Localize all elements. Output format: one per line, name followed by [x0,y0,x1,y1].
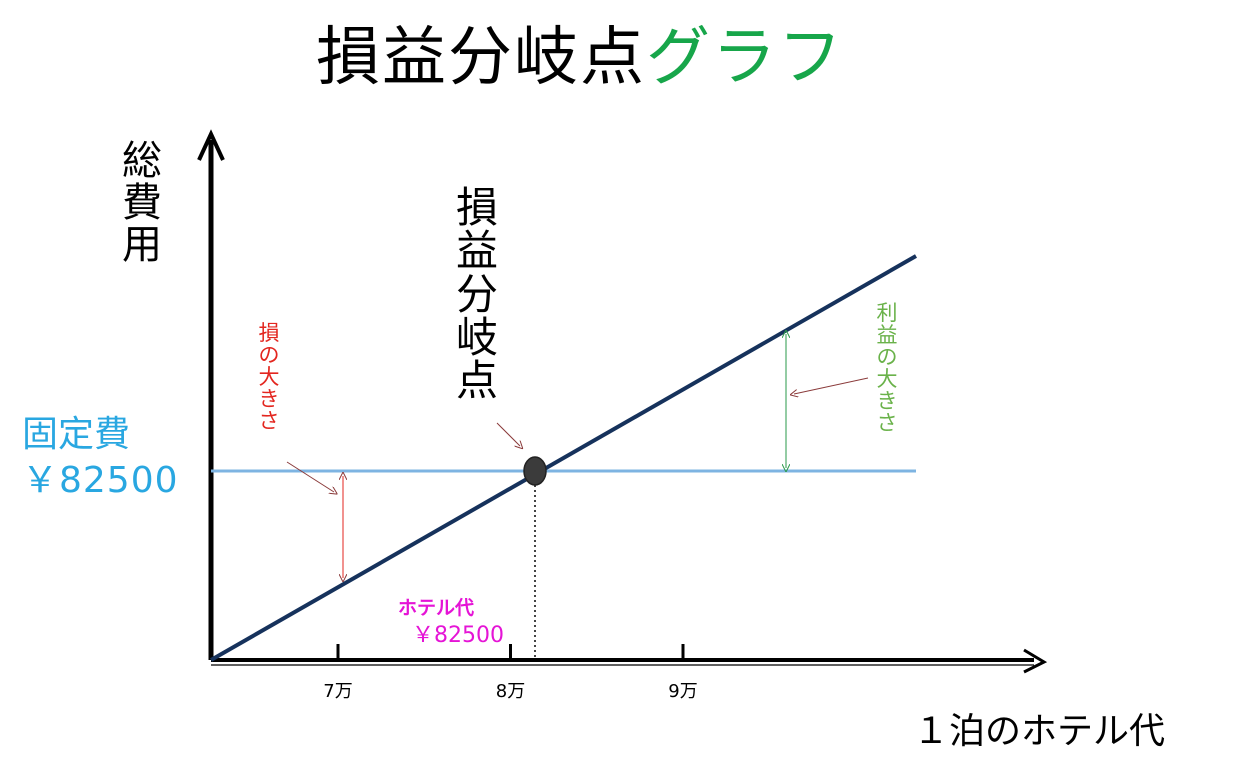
hotel-price-value: ￥82500 [412,623,504,648]
break-even-label: 損益分岐点 [455,183,498,405]
hotel-price-label: ホテル代 [398,597,475,619]
break-even-pointer-arrow [496,422,520,446]
x-axis-arrowhead [1023,648,1048,674]
chart-title: 損益分岐点グラフ [0,18,1160,98]
x-tick-label-2: 9万 [668,681,697,702]
total-cost-line [210,254,917,662]
x-tick-label-1: 8万 [496,681,525,702]
fixed-cost-title: 固定費 [22,414,131,455]
y-axis-arrowhead [197,129,225,161]
loss-annotation: 損の大きさ [258,321,280,434]
break-even-hotel-price: ホテル代 ￥82500 [398,594,504,650]
fixed-cost-label: 固定費 ￥82500 [22,412,179,504]
x-tick-label-0: 7万 [323,681,352,702]
break-even-point [523,456,547,486]
profit-pointer-arrow [794,377,869,394]
profit-annotation: 利益の大きさ [876,301,898,436]
loss-pointer-arrow [286,461,334,492]
x-axis-label: １泊のホテル代 [913,711,1166,752]
title-main: 損益分岐点 [316,21,646,95]
y-axis-label: 総費用 [122,138,162,268]
fixed-cost-value: ￥82500 [22,460,179,501]
title-accent: グラフ [646,21,844,95]
